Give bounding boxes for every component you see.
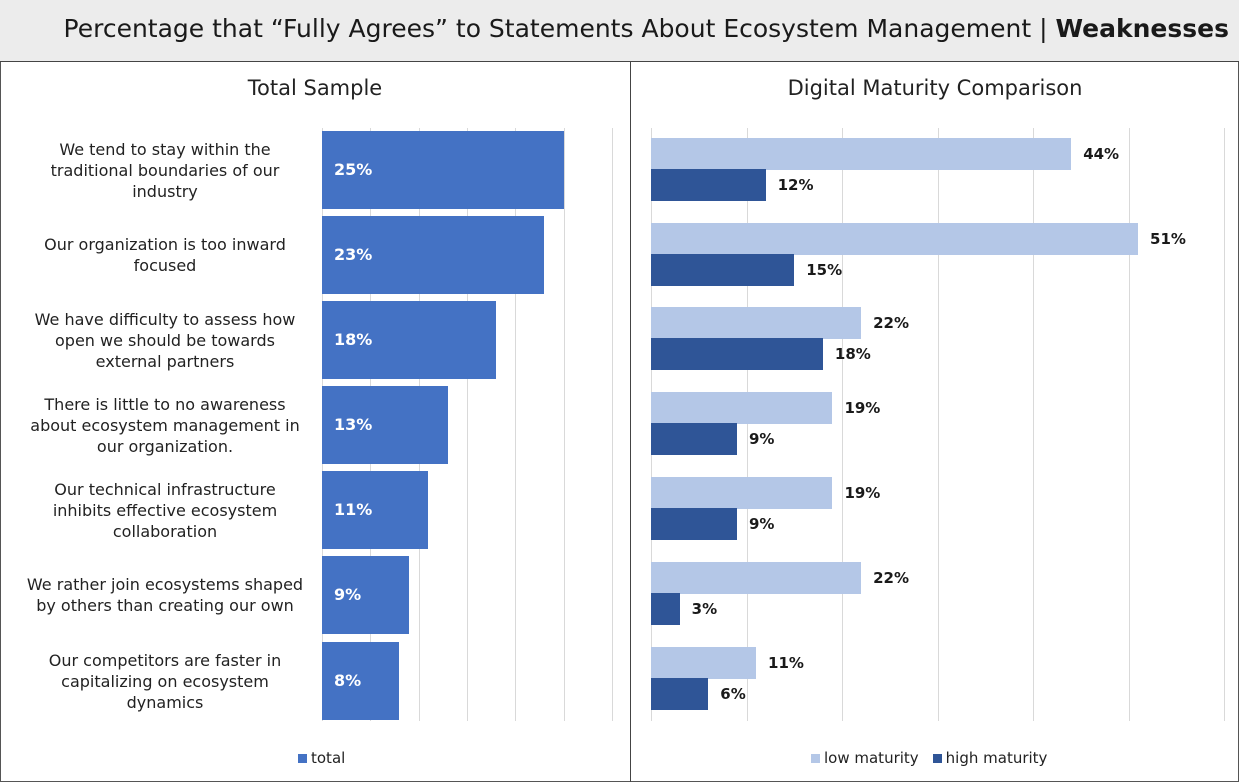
left-chart-title: Total Sample xyxy=(247,76,383,100)
legend-item-total: total xyxy=(298,749,345,767)
data-label-low: 11% xyxy=(768,654,804,672)
category-label: We rather join ecosystems shaped by other… xyxy=(26,575,304,615)
bar-high-maturity xyxy=(651,169,766,201)
title-bold: Weaknesses xyxy=(1055,14,1230,43)
legend-label-total: total xyxy=(311,749,346,767)
bar-total xyxy=(322,471,429,549)
right-chart-title: Digital Maturity Comparison xyxy=(787,76,1083,100)
bar-low-maturity xyxy=(651,223,1139,255)
category-label: There is little to no awareness about eco… xyxy=(30,394,300,456)
legend-label-high: high maturity xyxy=(945,749,1048,767)
category-label: We tend to stay within the traditional bo… xyxy=(50,139,280,201)
data-label-high: 6% xyxy=(720,685,746,703)
left-gridline xyxy=(466,128,468,721)
data-label: 25% xyxy=(334,160,373,179)
data-label: 23% xyxy=(334,245,373,264)
panel-divider xyxy=(630,62,631,782)
bar-total xyxy=(322,386,448,464)
data-label-low: 44% xyxy=(1083,145,1120,163)
left-legend: total xyxy=(298,749,359,767)
bar-low-maturity xyxy=(651,647,757,679)
data-label-low: 51% xyxy=(1150,230,1186,248)
right-gridline xyxy=(1224,128,1225,721)
bar-low-maturity xyxy=(651,307,862,339)
bar-total xyxy=(322,301,496,379)
data-label-low: 22% xyxy=(873,314,909,332)
data-label: 8% xyxy=(334,671,362,690)
title-main: Percentage that “Fully Agrees” to Statem… xyxy=(63,14,1056,43)
data-label: 11% xyxy=(334,500,373,519)
data-label-low: 19% xyxy=(844,484,881,502)
right-gridline xyxy=(1033,128,1034,721)
bar-high-maturity xyxy=(651,678,709,710)
left-gridline xyxy=(563,128,565,721)
header-bar: Percentage that “Fully Agrees” to Statem… xyxy=(0,0,1239,62)
bar-low-maturity xyxy=(651,392,833,424)
category-label: Our organization is too inward focused xyxy=(44,235,286,275)
bar-low-maturity xyxy=(651,138,1072,170)
category-label: Our technical infrastructure inhibits eff… xyxy=(52,479,278,541)
bar-high-maturity xyxy=(651,593,680,625)
legend-item-low: low maturity xyxy=(811,749,919,767)
right-legend: low maturity high maturity xyxy=(811,749,1061,767)
bar-low-maturity xyxy=(651,477,833,509)
legend-item-high: high maturity xyxy=(932,749,1048,767)
data-label: 9% xyxy=(334,585,362,604)
bar-total xyxy=(322,131,564,209)
category-label: We have difficulty to assess how open we … xyxy=(34,309,296,371)
legend-label-low: low maturity xyxy=(824,749,919,767)
data-label: 13% xyxy=(334,415,373,434)
bar-high-maturity xyxy=(651,338,823,370)
right-gridline xyxy=(746,128,748,721)
data-label-low: 22% xyxy=(873,569,909,587)
bar-high-maturity xyxy=(651,423,737,455)
data-label-high: 18% xyxy=(834,345,871,363)
bar-total xyxy=(322,556,409,634)
data-label-high: 9% xyxy=(748,430,775,448)
bar-low-maturity xyxy=(651,562,862,594)
right-gridline xyxy=(937,128,939,721)
page-title: Percentage that “Fully Agrees” to Statem… xyxy=(0,14,1229,43)
legend-swatch-low xyxy=(811,753,820,763)
legend-swatch-high xyxy=(932,753,942,763)
right-gridline xyxy=(1128,128,1130,721)
bar-total xyxy=(322,216,545,294)
data-label-high: 15% xyxy=(806,261,843,279)
category-label: Our competitors are faster in capitalizin… xyxy=(48,650,282,712)
legend-swatch-total xyxy=(298,753,307,763)
data-label-high: 3% xyxy=(691,600,718,618)
data-label-low: 19% xyxy=(844,399,881,417)
bar-high-maturity xyxy=(651,508,737,540)
data-label-high: 12% xyxy=(777,176,814,194)
left-gridline xyxy=(515,128,517,721)
bar-total xyxy=(322,642,400,720)
data-label-high: 9% xyxy=(748,515,775,533)
right-gridline xyxy=(842,128,843,721)
bar-high-maturity xyxy=(651,254,795,286)
data-label: 18% xyxy=(334,330,373,349)
left-gridline xyxy=(611,128,613,721)
